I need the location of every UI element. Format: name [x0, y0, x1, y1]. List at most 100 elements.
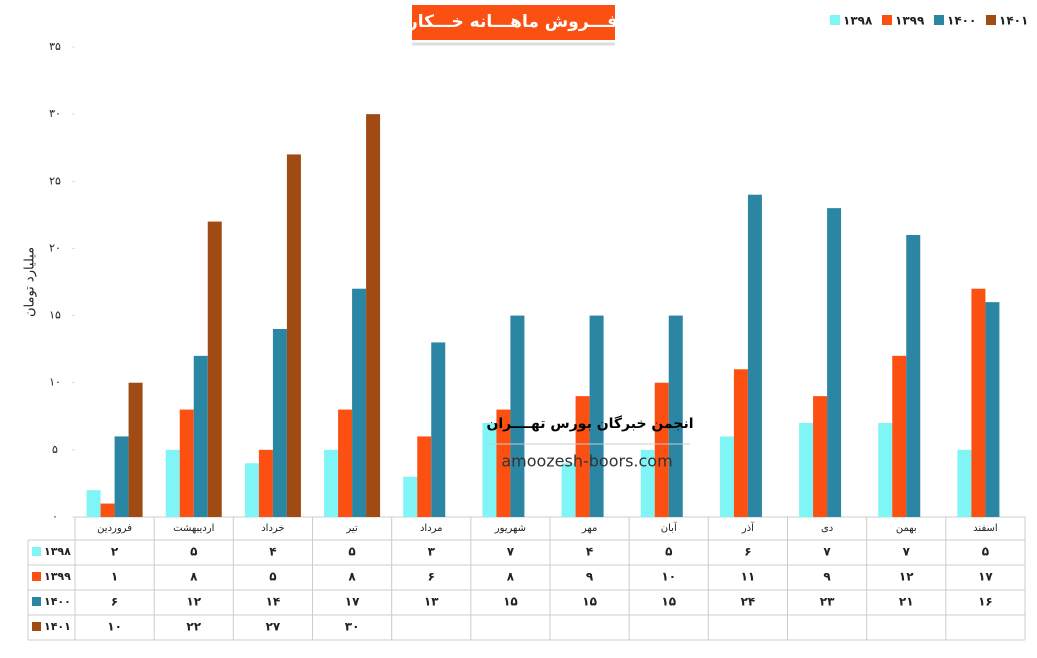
table-cell: ۱۲	[186, 595, 201, 609]
table-cell: ۶	[428, 570, 435, 584]
table-legend-swatch	[32, 622, 41, 631]
table-legend-swatch	[32, 547, 41, 556]
table-cell: ۷	[507, 545, 515, 559]
bar	[510, 315, 525, 517]
legend-label: ۱۴۰۱	[999, 14, 1028, 28]
table-row-label: ۱۴۰۱	[44, 620, 71, 633]
x-tick-label: اردیبهشت	[173, 523, 214, 534]
table-cell: ۱۵	[661, 595, 676, 609]
bar	[286, 154, 301, 517]
bar	[128, 382, 143, 517]
chart-title: فـــروش ماهـــانه خـــکار	[407, 12, 618, 32]
bar	[827, 208, 842, 517]
table-legend-swatch	[32, 597, 41, 606]
table-cell: ۱۵	[582, 595, 597, 609]
bar	[906, 235, 921, 517]
bar	[733, 369, 748, 517]
y-tick-label: ۱۰	[49, 376, 61, 389]
bar	[589, 315, 604, 517]
legend-label: ۱۳۹۸	[843, 14, 873, 28]
table-cell: ۵	[190, 545, 197, 559]
bar	[799, 423, 814, 517]
table-cell: ۲۴	[741, 595, 756, 609]
bar	[892, 355, 907, 517]
table-cell: ۵	[982, 545, 989, 559]
y-tick-label: ۳۰	[49, 107, 61, 120]
table-legend-swatch	[32, 572, 41, 581]
table-cell: ۱۵	[503, 595, 518, 609]
bar	[272, 329, 287, 517]
table-cell: ۱۷	[345, 595, 360, 609]
bar	[338, 409, 353, 517]
table-cell: ۵	[269, 570, 276, 584]
x-tick-label: آبان	[661, 521, 678, 534]
bar	[417, 436, 432, 517]
table-cell: ۱۷	[978, 570, 993, 584]
table-row-label: ۱۴۰۰	[44, 595, 71, 608]
bar	[878, 423, 893, 517]
bar	[244, 463, 259, 517]
x-tick-label: مرداد	[420, 523, 443, 534]
x-tick-label: فروردین	[97, 523, 132, 534]
x-tick-label: شهریور	[494, 523, 526, 534]
bar	[324, 449, 339, 517]
bar	[114, 436, 129, 517]
legend-swatch	[830, 15, 840, 25]
bar	[640, 449, 655, 517]
table-cell: ۸	[507, 570, 515, 584]
table-cell: ۵	[665, 545, 672, 559]
table-cell: ۷	[903, 545, 911, 559]
legend-swatch	[934, 15, 944, 25]
table-cell: ۱۲	[899, 570, 914, 584]
x-tick-label: تیر	[345, 523, 358, 534]
bar	[100, 503, 115, 517]
bar	[352, 288, 367, 517]
table-cell: ۴	[586, 545, 593, 559]
legend-swatch	[986, 15, 996, 25]
bar	[747, 194, 762, 517]
table-cell: ۴	[269, 545, 276, 559]
legend-label: ۱۴۰۰	[947, 14, 976, 28]
x-tick-label: بهمن	[896, 523, 917, 534]
watermark-title: انجمن خبرگان بورس تهــــران	[486, 415, 693, 432]
bar	[179, 409, 194, 517]
y-tick-label: ۱۵	[49, 309, 61, 322]
bar	[971, 288, 986, 517]
table-cell: ۱۰	[661, 570, 676, 584]
table-cell: ۲۱	[899, 595, 914, 609]
bar	[575, 396, 590, 517]
y-tick-label: ۵	[52, 443, 58, 456]
y-tick-label: ۳۵	[49, 40, 61, 53]
table-cell: ۱۴	[266, 595, 281, 609]
legend-swatch	[882, 15, 892, 25]
bar	[165, 449, 180, 517]
bar	[258, 449, 273, 517]
table-cell: ۸	[190, 570, 198, 584]
table-cell: ۱۳	[424, 595, 439, 609]
x-tick-label: آذر	[741, 521, 755, 534]
table-cell: ۲۲	[186, 620, 201, 634]
x-tick-label: خرداد	[261, 523, 284, 534]
bar	[719, 436, 734, 517]
bar	[193, 355, 208, 517]
table-cell: ۵	[348, 545, 355, 559]
table-cell: ۶	[744, 545, 751, 559]
table-cell: ۹	[823, 570, 831, 584]
table-cell: ۳۰	[345, 620, 360, 634]
title-box	[412, 5, 615, 40]
bar	[985, 302, 1000, 517]
y-axis-label: میلیارد تومان	[23, 247, 38, 317]
bar	[366, 114, 381, 518]
table-cell: ۷	[823, 545, 831, 559]
bar	[86, 490, 101, 517]
table-row-label: ۱۳۹۸	[44, 545, 71, 558]
table-cell: ۱۶	[978, 595, 993, 609]
table-cell: ۲۳	[820, 595, 835, 609]
table-cell: ۸	[348, 570, 356, 584]
bar	[813, 396, 828, 517]
watermark-url: amoozesh-boors.com	[501, 452, 672, 471]
y-tick-label: ۲۵	[49, 174, 61, 187]
table-cell: ۱۱	[741, 570, 756, 584]
legend-label: ۱۳۹۹	[895, 14, 925, 28]
